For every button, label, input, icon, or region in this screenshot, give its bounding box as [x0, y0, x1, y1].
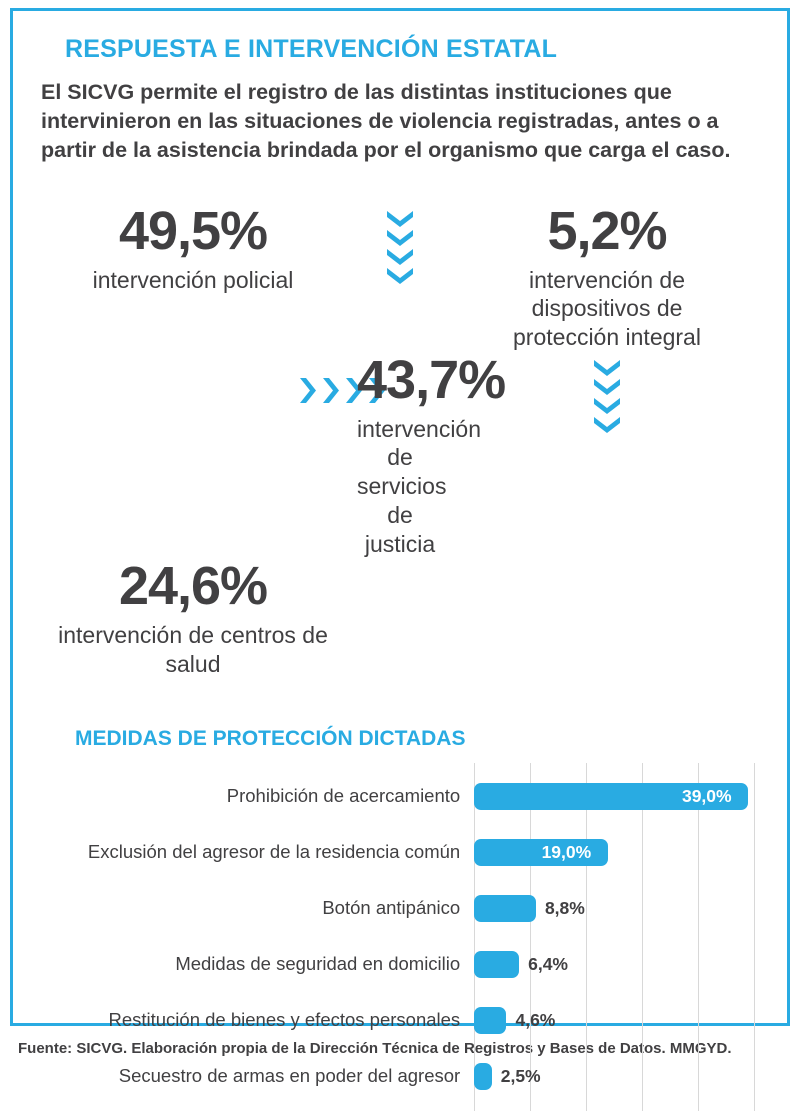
stats-grid: 49,5% intervención policial 5,2% interve… [29, 203, 771, 679]
bar-track: 8,8% [474, 895, 755, 923]
bar-category-label: Medidas de seguridad en domicilio [175, 953, 461, 975]
bar-category-label: Restitución de bienes y efectos personal… [108, 1009, 461, 1031]
bar [474, 1007, 507, 1035]
gridline [530, 762, 532, 1111]
bar-value-label: 2,5% [500, 1066, 541, 1087]
bar-row: Secuestro de armas en poder del agresor … [29, 1049, 771, 1105]
bar [474, 839, 608, 867]
bar [474, 783, 748, 811]
stat-value: 24,6% [118, 556, 268, 617]
bar-row: Botón antipánico 8,8% [29, 881, 771, 937]
chevrons-down-icon [387, 203, 413, 285]
gridline [753, 762, 755, 1111]
bar-value-label: 8,8% [544, 898, 585, 919]
stat-label: intervención de centros de salud [58, 622, 328, 677]
stat-label: intervención de dispositivos de protecci… [513, 266, 701, 351]
bar-track: 4,6% [474, 1007, 755, 1035]
bar-category-label: Botón antipánico [322, 897, 461, 919]
stat-policial: 49,5% intervención policial [29, 203, 357, 294]
stat-label: intervención policial [92, 266, 294, 293]
bar-track: 19,0% [474, 839, 755, 867]
intro-paragraph: El SICVG permite el registro de las dist… [41, 80, 731, 163]
chart-section-title: MEDIDAS DE PROTECCIÓN DICTADAS [75, 726, 466, 750]
chart-gridlines [474, 762, 755, 1111]
page-title: RESPUESTA E INTERVENCIÓN ESTATAL [65, 35, 558, 63]
chevrons-right-icon [300, 377, 385, 403]
chevrons-down-icon [594, 352, 620, 433]
source-note: Fuente: SICVG. Elaboración propia de la … [18, 1040, 732, 1057]
bar-value-label: 4,6% [515, 1010, 556, 1031]
bar-value-label: 19,0% [541, 842, 592, 863]
bar-chart: Prohibición de acercamiento 39,0% Exclus… [29, 762, 771, 1111]
stat-dispositivos: 5,2% intervención de dispositivos de pro… [443, 203, 771, 352]
bar-value-label: 39,0% [681, 786, 732, 807]
stat-salud: 24,6% intervención de centros de salud [29, 558, 357, 678]
bar-value-label: 6,4% [528, 954, 568, 975]
stat-justicia: 43,7% intervención de servicios de justi… [357, 349, 506, 558]
gridline [698, 762, 699, 1111]
bar [474, 895, 536, 923]
stat-label: intervención de servicios de justicia [357, 415, 482, 557]
stat-value: 5,2% [547, 201, 667, 262]
stat-value: 43,7% [357, 349, 506, 410]
bar [474, 951, 520, 979]
bar-category-label: Exclusión del agresor de la residencia c… [87, 841, 461, 863]
bar-row: Medidas de seguridad en domicilio 6,4% [29, 937, 771, 993]
bar-category-label: Secuestro de armas en poder del agresor [118, 1065, 461, 1087]
bar-row: Prohibición de acercamiento 39,0% [29, 769, 771, 825]
gridline [642, 762, 644, 1111]
gridline [586, 762, 588, 1111]
bar-track: 2,5% [474, 1063, 755, 1091]
bar-row: Exclusión del agresor de la residencia c… [29, 825, 771, 881]
infographic-frame: RESPUESTA E INTERVENCIÓN ESTATAL El SICV… [10, 8, 790, 1111]
gridline [474, 762, 476, 1111]
bar [474, 1063, 492, 1091]
stat-value: 49,5% [118, 201, 268, 262]
bar-track: 39,0% [474, 783, 755, 811]
bar-row: Restitución de bienes y efectos personal… [29, 993, 771, 1049]
bar-track: 6,4% [474, 951, 755, 979]
bar-category-label: Prohibición de acercamiento [226, 785, 461, 807]
